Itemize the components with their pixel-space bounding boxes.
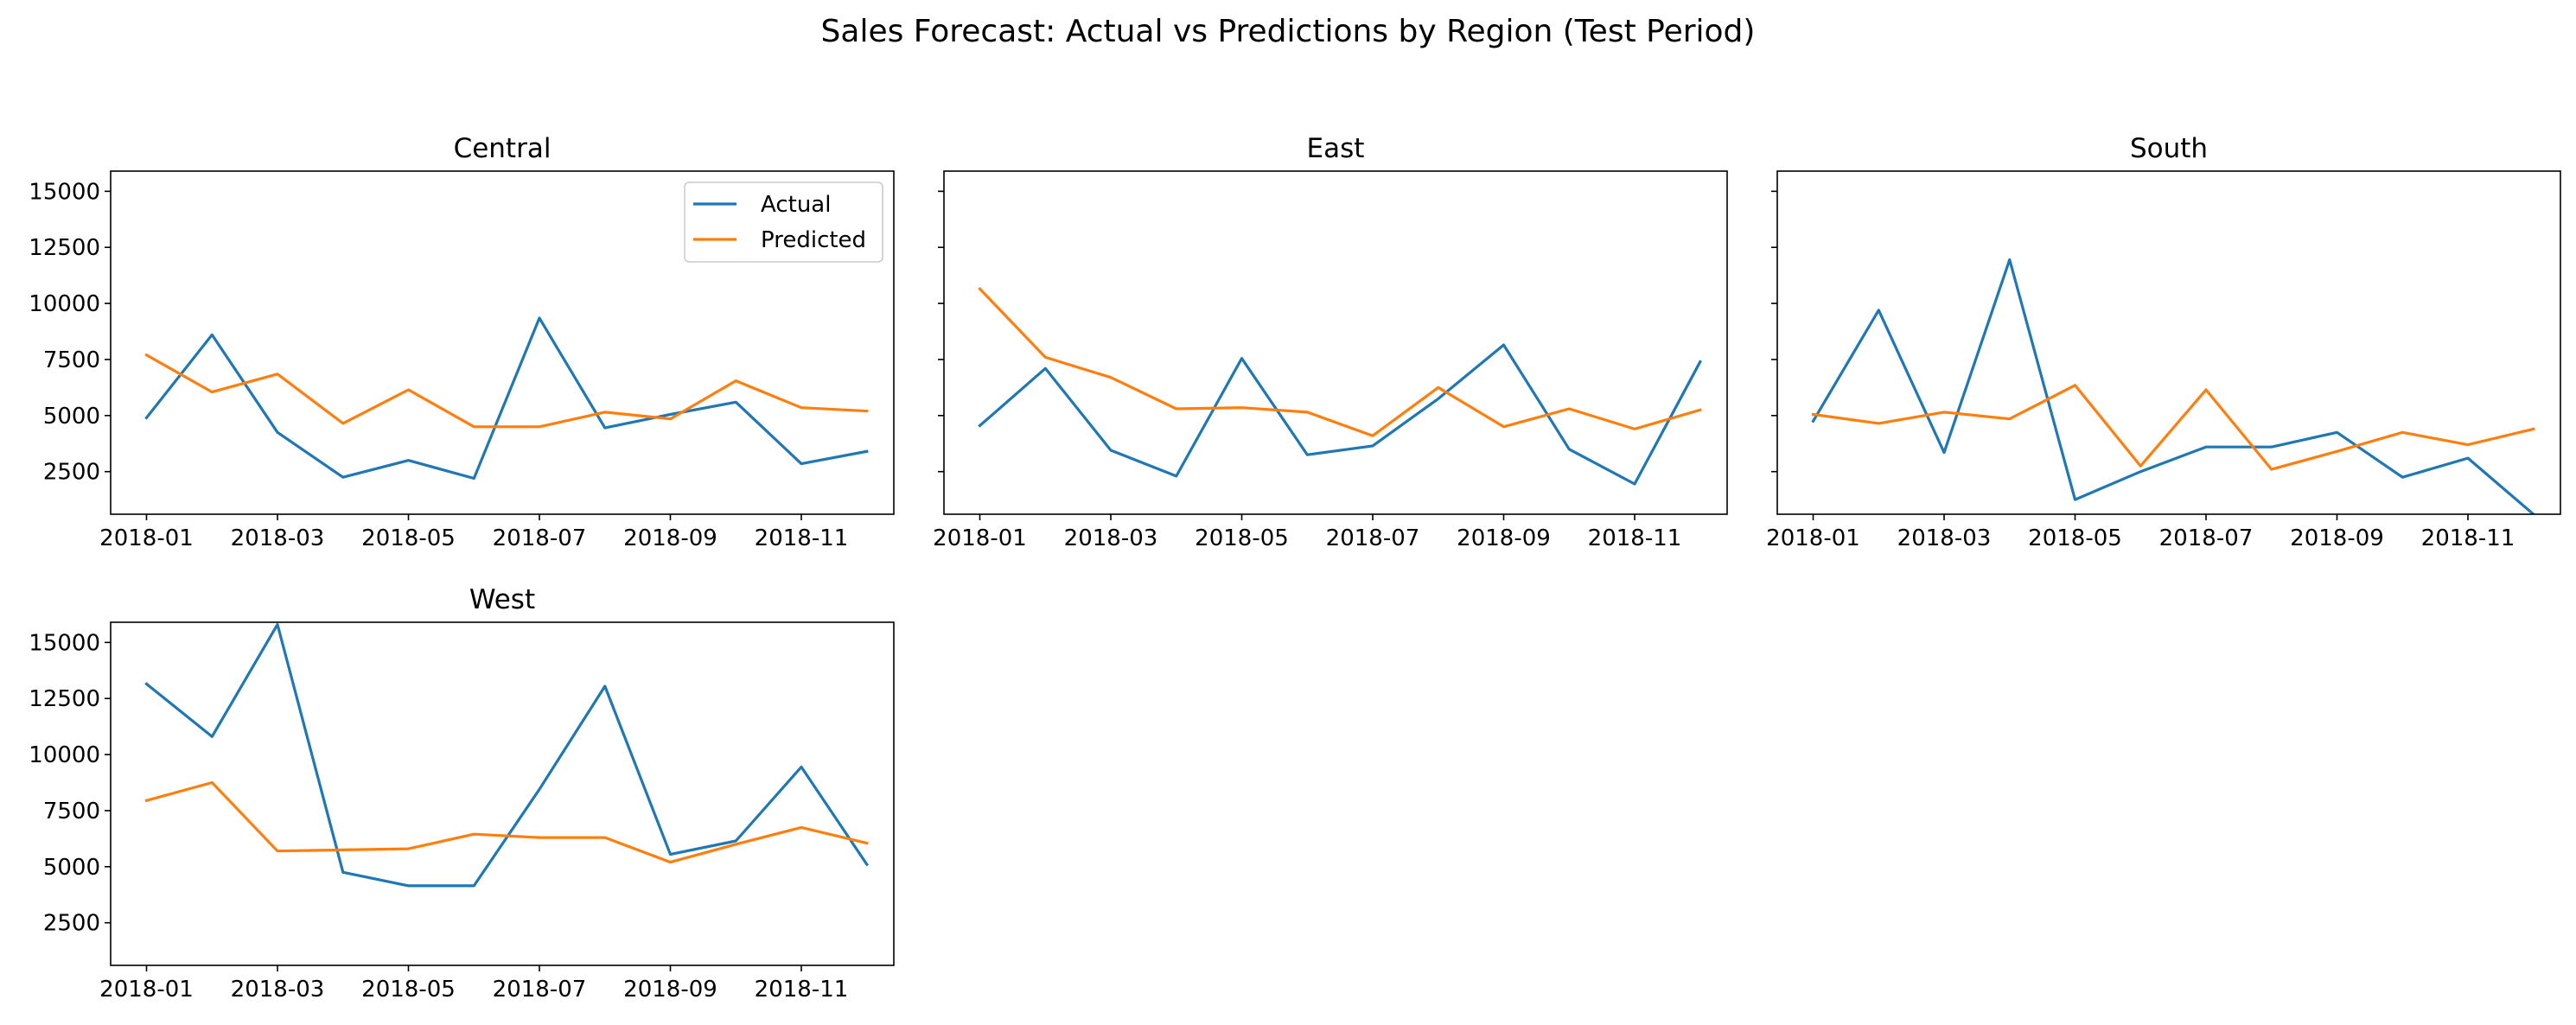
x-tick-label-west-0: 2018-01: [99, 977, 194, 1003]
x-tick-label-south-3: 2018-07: [2159, 525, 2254, 551]
x-tick-label-central-4: 2018-09: [623, 525, 717, 551]
y-tick-label-central-1: 5000: [43, 404, 100, 430]
x-tick-label-south-5: 2018-11: [2421, 525, 2515, 551]
legend-label-actual: Actual: [761, 192, 831, 218]
figure-title: Sales Forecast: Actual vs Predictions by…: [821, 14, 1756, 49]
y-tick-label-central-0: 2500: [43, 460, 100, 486]
x-tick-label-west-3: 2018-07: [493, 977, 587, 1003]
x-tick-label-east-2: 2018-05: [1195, 525, 1289, 551]
x-tick-label-east-5: 2018-11: [1588, 525, 1682, 551]
y-tick-label-west-2: 7500: [43, 799, 100, 824]
x-tick-label-south-1: 2018-03: [1897, 525, 1992, 551]
y-tick-label-west-5: 15000: [29, 630, 100, 656]
series-actual-central: [144, 316, 869, 481]
y-tick-label-west-0: 2500: [43, 911, 100, 937]
panel-central: Central 2500 5000 7500 10000 12500 15000 2018-0…: [29, 133, 895, 551]
x-tick-label-east-3: 2018-07: [1326, 525, 1420, 551]
series-predicted-east: [978, 286, 1702, 437]
series-actual-east: [978, 343, 1702, 486]
panel-title-central: Central: [454, 133, 552, 164]
panel-title-south: South: [2130, 133, 2208, 164]
series-actual-west: [144, 622, 870, 888]
y-tick-label-central-3: 10000: [29, 291, 100, 317]
x-tick-label-east-4: 2018-09: [1457, 525, 1551, 551]
y-tick-label-west-1: 5000: [43, 855, 100, 881]
series-predicted-central: [144, 353, 869, 429]
panel-title-west: West: [469, 584, 535, 615]
axes-frame-central: [110, 170, 895, 515]
panel-east: East 2018-01 2018-03 2018-05 2018-07 2018-09 2…: [933, 133, 1728, 551]
x-tick-label-east-1: 2018-03: [1064, 525, 1158, 551]
legend-label-predicted: Predicted: [761, 227, 866, 253]
y-tick-label-central-5: 15000: [29, 179, 100, 205]
panel-title-east: East: [1307, 133, 1365, 164]
x-tick-label-central-1: 2018-03: [231, 525, 325, 551]
y-tick-label-central-4: 12500: [29, 235, 100, 261]
panel-south: South 2018-01 2018-03 2018-05 2018-07 2018-09…: [1766, 133, 2561, 551]
series-predicted-west: [144, 780, 869, 864]
y-tick-label-west-3: 10000: [29, 742, 100, 768]
legend: Actual Predicted: [684, 181, 883, 263]
x-tick-label-west-4: 2018-09: [623, 977, 717, 1003]
x-tick-label-west-2: 2018-05: [361, 977, 456, 1003]
x-tick-label-central-0: 2018-01: [99, 525, 194, 551]
x-tick-label-west-5: 2018-11: [755, 977, 849, 1003]
y-tick-label-west-4: 12500: [29, 686, 100, 712]
axes-frame-west: [110, 621, 895, 966]
x-tick-label-south-2: 2018-05: [2028, 525, 2122, 551]
panels: Central 2500 5000 7500 10000 12500 15000 2018-0…: [29, 133, 2561, 1003]
series-actual-south: [1811, 258, 2536, 514]
axes-frame-south: [1776, 170, 2561, 515]
x-tick-label-central-5: 2018-11: [755, 525, 849, 551]
x-tick-label-south-4: 2018-09: [2290, 525, 2384, 551]
x-tick-label-west-1: 2018-03: [231, 977, 325, 1003]
panel-west: West 2500 5000 7500 10000 12500 15000 2018-01 20…: [29, 584, 895, 1003]
x-tick-label-central-2: 2018-05: [361, 525, 456, 551]
x-tick-label-south-0: 2018-01: [1766, 525, 1860, 551]
series-predicted-south: [1811, 384, 2535, 471]
x-tick-label-east-0: 2018-01: [933, 525, 1027, 551]
x-tick-label-central-3: 2018-07: [493, 525, 587, 551]
axes-frame-east: [943, 170, 1728, 515]
y-tick-label-central-2: 7500: [43, 347, 100, 373]
legend-box: [684, 181, 883, 263]
